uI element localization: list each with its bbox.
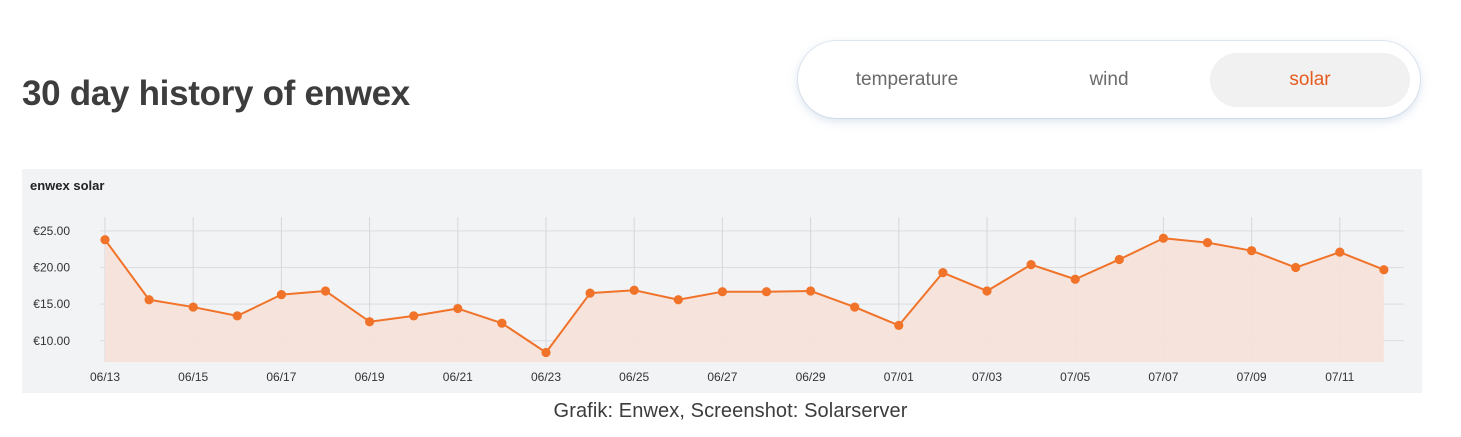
image-caption: Grafik: Enwex, Screenshot: Solarserver xyxy=(553,400,908,422)
tab-solar[interactable]: solar xyxy=(1210,53,1410,107)
x-tick-label: 07/05 xyxy=(1060,370,1090,384)
data-point xyxy=(1379,265,1389,275)
data-point xyxy=(365,317,375,327)
data-point xyxy=(761,287,772,297)
x-tick-label: 06/23 xyxy=(531,370,561,384)
x-tick-label: 06/25 xyxy=(619,370,649,384)
data-point xyxy=(1158,233,1168,243)
data-point xyxy=(188,302,198,312)
data-point xyxy=(453,303,463,314)
data-point xyxy=(717,287,728,297)
chart-panel: enwex solar €10.00 €15.00 €20.00 €25.00 06/13… xyxy=(22,169,1422,393)
chart-title: enwex solar xyxy=(30,178,104,193)
metric-tab-bar: temperature wind solar xyxy=(798,41,1420,118)
x-tick-label: 07/07 xyxy=(1148,370,1178,384)
x-tick-label: 06/29 xyxy=(796,370,826,384)
y-tick-label: €10.00 xyxy=(33,334,70,348)
x-tick-label: 07/09 xyxy=(1237,370,1267,384)
data-point xyxy=(1335,247,1345,257)
tab-wind[interactable]: wind xyxy=(1089,69,1129,90)
data-point xyxy=(1114,254,1124,265)
page-title: 30 day history of enwex xyxy=(22,74,410,113)
data-point xyxy=(1202,238,1213,248)
data-point xyxy=(806,286,816,296)
tab-temperature[interactable]: temperature xyxy=(855,69,959,90)
data-point xyxy=(232,311,242,321)
x-tick-label: 06/15 xyxy=(178,370,208,384)
x-tick-label: 06/17 xyxy=(266,370,296,384)
data-point xyxy=(541,347,551,358)
series-line xyxy=(104,237,1385,354)
data-point xyxy=(585,288,595,298)
data-point xyxy=(409,311,419,321)
x-tick-label: 06/13 xyxy=(90,370,120,384)
data-point xyxy=(1070,274,1080,284)
x-tick-label: 07/03 xyxy=(972,370,1002,384)
data-point xyxy=(1247,246,1257,256)
data-point xyxy=(1026,260,1036,270)
data-point xyxy=(320,286,331,296)
data-point xyxy=(144,295,154,305)
x-tick-label: 07/01 xyxy=(884,370,914,384)
data-point xyxy=(938,268,948,278)
data-point xyxy=(629,285,639,295)
data-point xyxy=(982,286,992,296)
y-tick-label: €20.00 xyxy=(33,261,70,275)
x-tick-label: 06/27 xyxy=(707,370,737,384)
data-point xyxy=(894,320,904,330)
data-point xyxy=(673,295,683,305)
y-tick-label: €15.00 xyxy=(33,297,70,311)
solar-price-chart: enwex solar €10.00 €15.00 €20.00 €25.00 06/13… xyxy=(30,178,1404,384)
data-point xyxy=(100,235,110,245)
data-point xyxy=(1291,262,1301,273)
x-tick-label: 07/11 xyxy=(1325,370,1354,384)
data-point xyxy=(497,318,507,328)
x-tick-label: 06/19 xyxy=(355,370,385,384)
series-area xyxy=(105,238,1384,362)
data-point xyxy=(276,290,286,300)
x-tick-label: 06/21 xyxy=(443,370,473,384)
data-point xyxy=(850,302,860,312)
y-tick-label: €25.00 xyxy=(33,224,70,238)
